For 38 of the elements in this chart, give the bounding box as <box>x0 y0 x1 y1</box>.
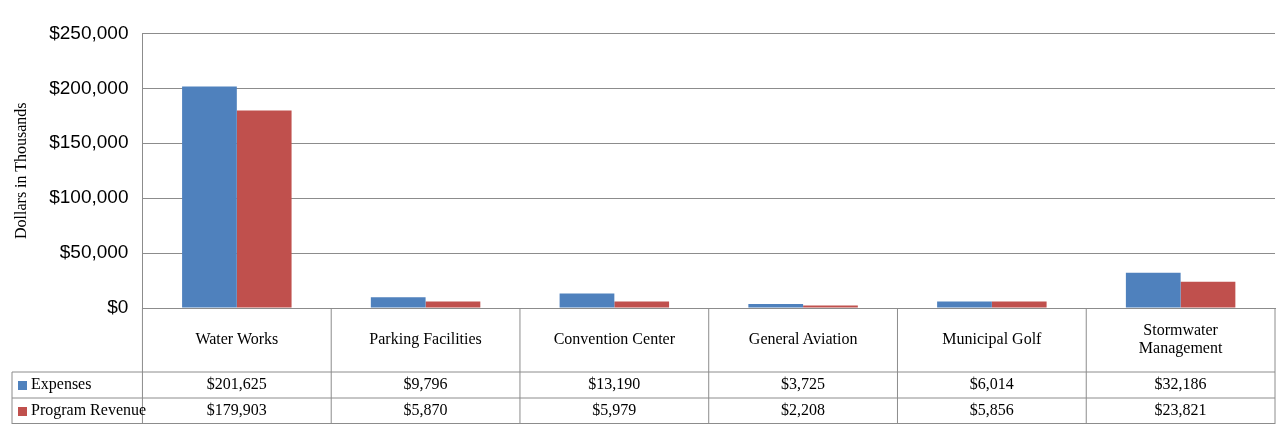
y-axis-title: Dollars in Thousands <box>11 102 29 239</box>
y-tick-label: $50,000 <box>59 241 129 263</box>
bar <box>236 110 292 308</box>
data-label: $2,208 <box>781 401 826 419</box>
bar <box>614 301 670 308</box>
bar <box>425 301 481 308</box>
bar <box>182 86 237 308</box>
legend-label: Program Revenue <box>31 401 147 420</box>
data-label: $5,870 <box>403 401 448 419</box>
x-tick-label: Water Works <box>195 330 279 348</box>
bar <box>1180 281 1236 308</box>
data-label: $23,821 <box>1154 401 1207 419</box>
data-label: $179,903 <box>206 401 267 419</box>
bar <box>937 301 992 308</box>
data-label: $13,190 <box>588 375 641 393</box>
y-tick-label: $0 <box>107 296 129 318</box>
bar <box>370 297 426 308</box>
bar <box>1125 272 1181 308</box>
x-tick-label: General Aviation <box>748 330 858 348</box>
legend-label: Expenses <box>31 375 92 394</box>
y-tick-label: $150,000 <box>49 131 129 153</box>
x-tick-label: Parking Facilities <box>369 330 482 349</box>
data-label: $201,625 <box>206 375 267 393</box>
x-tick-label: Stormwater Management <box>1138 321 1223 358</box>
x-tick-label: Convention Center <box>553 330 676 348</box>
bar <box>559 293 615 308</box>
data-label: $5,979 <box>592 401 637 419</box>
bar <box>748 303 804 308</box>
y-tick-label: $100,000 <box>49 186 129 208</box>
data-label: $9,796 <box>403 375 448 393</box>
data-label: $5,856 <box>969 401 1014 419</box>
y-tick-label: $200,000 <box>49 76 129 98</box>
y-tick-label: $250,000 <box>49 21 129 43</box>
x-tick-label: Municipal Golf <box>942 330 1043 349</box>
data-label: $6,014 <box>969 375 1014 393</box>
bar <box>991 301 1047 308</box>
data-label: $3,725 <box>781 375 826 393</box>
data-label: $32,186 <box>1154 375 1207 393</box>
